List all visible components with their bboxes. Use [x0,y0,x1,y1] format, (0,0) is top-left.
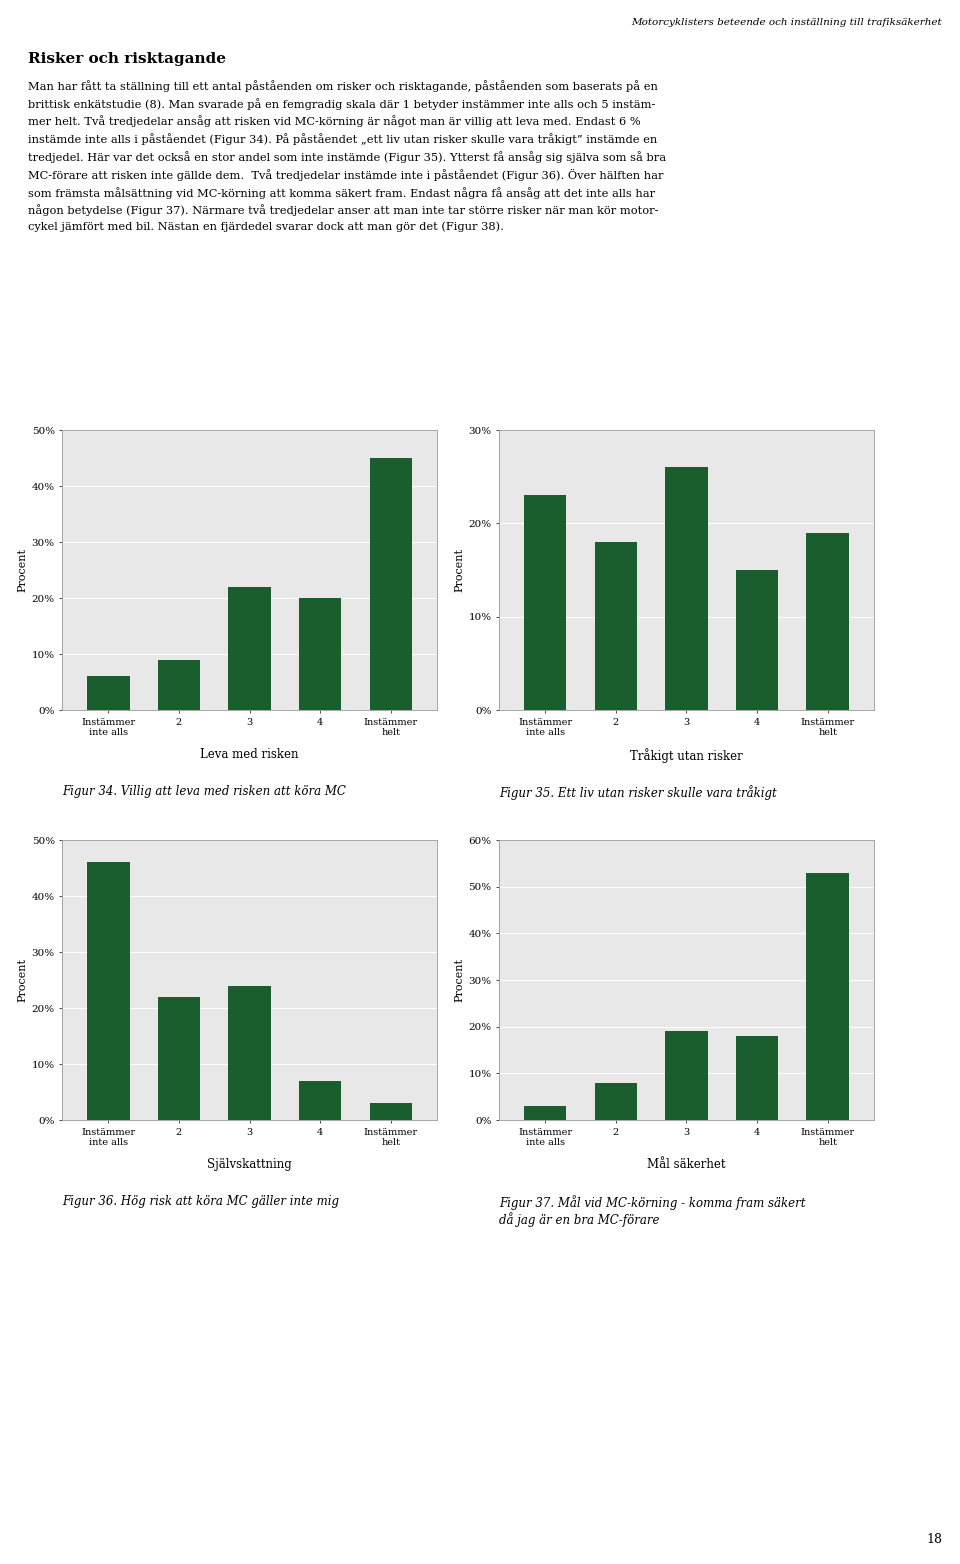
Bar [736,569,779,710]
Text: Figur 34. Villig att leva med risken att köra MC: Figur 34. Villig att leva med risken att… [62,785,347,798]
Bar [370,1103,412,1120]
Y-axis label: Procent: Procent [17,959,28,1003]
Bar [157,660,200,710]
Bar [524,496,566,710]
Bar [370,458,412,710]
Bar [594,543,636,710]
Text: Figur 36. Hög risk att köra MC gäller inte mig: Figur 36. Hög risk att köra MC gäller in… [62,1195,340,1207]
X-axis label: Självskattning: Självskattning [207,1159,292,1171]
Text: 18: 18 [926,1533,942,1545]
X-axis label: Leva med risken: Leva med risken [201,748,299,762]
Bar [594,1082,636,1120]
Y-axis label: Procent: Procent [454,959,465,1003]
Bar [300,1081,342,1120]
Text: Figur 37. Mål vid MC-körning - komma fram säkert
då jag är en bra MC-förare: Figur 37. Mål vid MC-körning - komma fra… [499,1195,805,1228]
Bar [228,586,271,710]
Bar [157,996,200,1120]
Bar [87,676,130,710]
Y-axis label: Procent: Procent [17,547,28,593]
Bar [665,1031,708,1120]
Text: Man har fått ta ställning till ett antal påståenden om risker och risktagande, p: Man har fått ta ställning till ett antal… [28,80,666,231]
X-axis label: Tråkigt utan risker: Tråkigt utan risker [630,748,743,763]
Bar [665,468,708,710]
Bar [524,1106,566,1120]
Bar [87,862,130,1120]
X-axis label: Mål säkerhet: Mål säkerhet [647,1159,726,1171]
Text: Risker och risktagande: Risker och risktagande [28,52,226,66]
Bar [736,1035,779,1120]
Bar [300,597,342,710]
Text: Figur 35. Ett liv utan risker skulle vara tråkigt: Figur 35. Ett liv utan risker skulle var… [499,785,777,799]
Text: Motorcyklisters beteende och inställning till trafiksäkerhet: Motorcyklisters beteende och inställning… [632,19,942,27]
Bar [806,873,849,1120]
Bar [228,985,271,1120]
Y-axis label: Procent: Procent [454,547,465,593]
Bar [806,533,849,710]
